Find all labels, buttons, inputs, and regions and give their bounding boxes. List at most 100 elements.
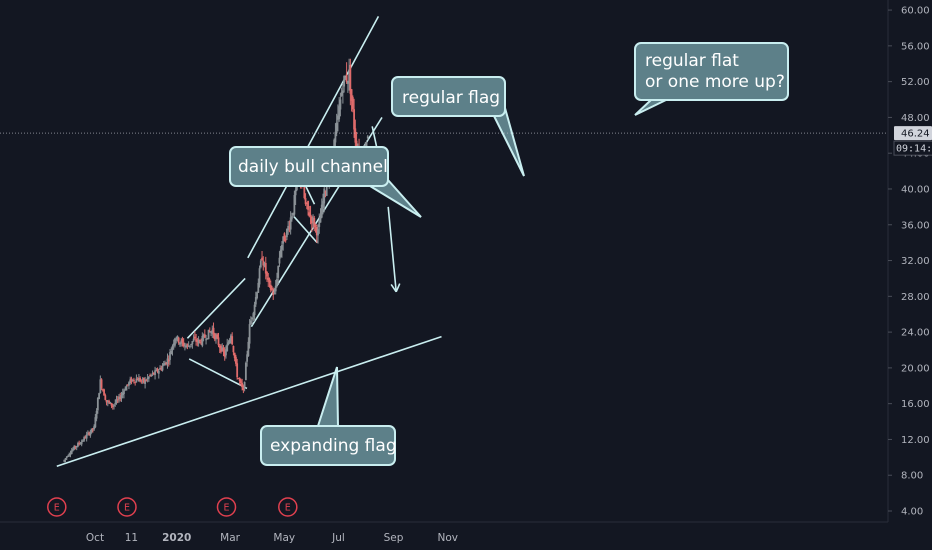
candle — [351, 95, 354, 113]
annotation-callout[interactable]: regular flag — [391, 76, 525, 177]
candle — [263, 261, 266, 268]
candle — [273, 288, 276, 295]
candle-body — [65, 456, 68, 459]
bull-channel-upper-trendline[interactable] — [247, 15, 380, 259]
projection-arrow-head[interactable] — [395, 283, 401, 293]
candle-body — [69, 453, 72, 455]
candle-body — [185, 345, 188, 348]
candle-body — [310, 216, 313, 224]
candle-body — [254, 297, 257, 305]
candle-body — [206, 338, 209, 340]
candle — [169, 348, 171, 365]
regular-flag-lower-trendline[interactable] — [293, 216, 318, 244]
candle-body — [233, 352, 236, 359]
candle — [175, 336, 178, 344]
candle-body — [82, 440, 84, 442]
candle-body — [222, 348, 225, 352]
candle — [249, 316, 252, 325]
candle — [256, 291, 258, 300]
candle-body — [274, 285, 277, 292]
time-tick-label: 2020 — [162, 532, 191, 544]
candle-body — [152, 372, 155, 375]
earnings-circle[interactable] — [216, 497, 237, 517]
candle — [141, 377, 144, 384]
candle-body — [237, 378, 240, 380]
candle — [130, 376, 133, 385]
candle — [244, 361, 247, 381]
earnings-label: E — [285, 503, 291, 514]
expanding-flag-lower-trendline[interactable] — [188, 358, 248, 390]
price-tick-label: 40.00 — [901, 184, 930, 195]
long-term-support-trendline[interactable] — [56, 335, 442, 468]
expanding-flag-upper-trendline[interactable] — [186, 277, 246, 339]
price-tick-label: 52.00 — [901, 77, 930, 88]
candle-body — [293, 195, 296, 215]
candle-body — [276, 279, 278, 286]
annotation-layer[interactable]: expanding flag daily bull channel regular … — [229, 42, 789, 466]
price-tick-label: 36.00 — [901, 220, 930, 231]
projection-arrow-shaft[interactable] — [387, 206, 397, 292]
earnings-marker[interactable]: E — [216, 497, 237, 517]
candle — [85, 431, 88, 442]
candle-body — [264, 262, 267, 274]
candle-body — [89, 431, 92, 436]
candle-body — [192, 338, 195, 342]
candle — [217, 332, 220, 348]
candle — [286, 228, 288, 240]
earnings-marker[interactable]: E — [117, 497, 137, 517]
candle — [292, 212, 295, 218]
countdown-value: 09:14:29 — [896, 144, 932, 155]
earnings-circle[interactable] — [117, 497, 137, 517]
candle — [271, 285, 273, 292]
candle-body — [84, 437, 87, 439]
candle — [63, 459, 66, 463]
candle-body — [151, 373, 154, 375]
earnings-marker[interactable]: E — [278, 497, 298, 517]
candle — [213, 332, 216, 342]
earnings-circle[interactable] — [47, 497, 67, 517]
candle-body — [96, 398, 99, 411]
candle — [96, 397, 99, 414]
candle-body — [239, 380, 242, 384]
candle — [282, 236, 285, 251]
candle-body — [309, 214, 312, 217]
candle — [337, 104, 339, 132]
price-tick-label: 48.00 — [901, 113, 930, 124]
candle — [279, 245, 282, 259]
candle — [294, 187, 297, 206]
earnings-marker[interactable]: E — [47, 497, 67, 517]
candle-body — [294, 189, 297, 196]
candle — [116, 396, 119, 404]
candle-body — [94, 417, 97, 428]
candle — [196, 337, 199, 347]
price-axis[interactable]: 4.00 8.00 12.00 16.00 20.00 24.00 28.00 32.00 36… — [0, 0, 932, 522]
candle — [258, 265, 261, 288]
candle-body — [277, 266, 280, 278]
annotation-callout[interactable]: daily bull channel — [229, 146, 422, 218]
projection-arrow-head[interactable] — [390, 283, 397, 293]
candle — [146, 374, 149, 383]
candle — [190, 343, 193, 348]
candle-body — [128, 382, 130, 386]
candle — [226, 338, 229, 352]
candle-body — [273, 293, 276, 295]
candle-body — [125, 385, 128, 391]
candle — [151, 370, 154, 377]
current-price-tag[interactable] — [894, 126, 932, 141]
annotation-callout[interactable]: expanding flag — [260, 366, 397, 466]
candle-body — [338, 106, 341, 120]
candle-body — [149, 375, 151, 377]
candle — [128, 381, 130, 390]
candle — [218, 343, 221, 353]
earnings-circle[interactable] — [278, 497, 298, 517]
candle-body — [205, 339, 207, 341]
candle — [248, 319, 251, 349]
candle-body — [157, 370, 160, 374]
time-axis[interactable]: Oct 11 2020 Mar May Jul Sep Nov — [0, 521, 888, 544]
candle — [220, 344, 222, 354]
candle — [238, 377, 241, 385]
candle-body — [355, 140, 358, 151]
